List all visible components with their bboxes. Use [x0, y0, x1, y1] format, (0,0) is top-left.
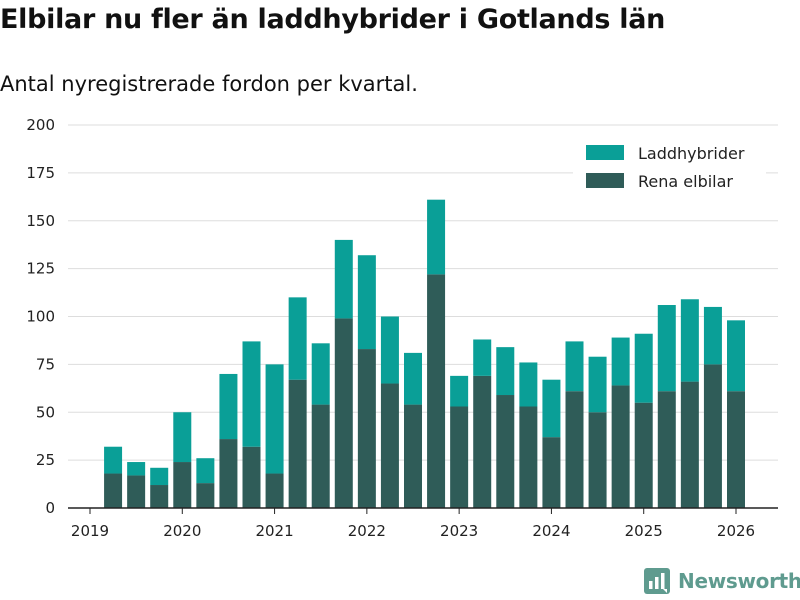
bar-rena-elbilar: [311, 404, 330, 508]
newsworthy-logo-icon: [644, 568, 670, 594]
bar-laddhybrider: [219, 373, 238, 440]
bar-laddhybrider: [357, 255, 376, 350]
bar-rena-elbilar: [657, 391, 676, 508]
y-tick-label: 75: [36, 355, 55, 373]
bars: [104, 199, 745, 508]
bar-laddhybrider: [473, 339, 492, 376]
bar-rena-elbilar: [357, 349, 376, 508]
bar-laddhybrider: [150, 467, 169, 486]
bar-laddhybrider: [542, 379, 561, 438]
bar-rena-elbilar: [334, 318, 353, 508]
bar-rena-elbilar: [588, 412, 607, 508]
bar-rena-elbilar: [427, 274, 446, 508]
bar-rena-elbilar: [242, 446, 261, 508]
bar-laddhybrider: [404, 352, 422, 405]
y-tick-label: 0: [45, 499, 55, 517]
bar-laddhybrider: [634, 333, 653, 403]
bar-rena-elbilar: [380, 383, 399, 508]
bar-rena-elbilar: [404, 404, 422, 508]
legend-label: Laddhybrider: [638, 144, 745, 163]
x-tick-label: 2025: [625, 522, 663, 540]
bar-laddhybrider: [680, 299, 699, 382]
bar-laddhybrider: [611, 337, 630, 386]
x-tick-label: 2022: [348, 522, 386, 540]
legend-swatch: [586, 145, 624, 160]
bar-laddhybrider: [703, 306, 722, 365]
y-tick-label: 125: [26, 260, 55, 278]
brand-name: Newsworthy: [678, 569, 800, 593]
bar-laddhybrider: [242, 341, 261, 447]
bar-laddhybrider: [196, 458, 215, 484]
y-tick-label: 200: [26, 116, 55, 134]
legend: Laddhybrider Rena elbilar: [573, 138, 766, 200]
bar-rena-elbilar: [196, 483, 215, 508]
bar-laddhybrider: [380, 316, 399, 384]
x-tick-label: 2020: [163, 522, 201, 540]
y-axis: 0 25 50 75 100 125 150 175 200: [26, 116, 55, 517]
bar-rena-elbilar: [703, 364, 722, 508]
chart-title: Elbilar nu fler än laddhybrider i Gotlan…: [0, 4, 666, 35]
bar-rena-elbilar: [450, 406, 469, 508]
brand: Newsworthy: [644, 568, 800, 594]
x-tick-label: 2024: [532, 522, 570, 540]
bar-rena-elbilar: [104, 473, 123, 508]
x-tick-label: 2026: [717, 522, 755, 540]
bar-laddhybrider: [727, 320, 745, 392]
bar-laddhybrider: [127, 462, 146, 476]
bar-rena-elbilar: [127, 475, 146, 508]
y-tick-label: 25: [36, 451, 55, 469]
bar-rena-elbilar: [173, 462, 192, 508]
bar-rena-elbilar: [519, 406, 538, 508]
bar-laddhybrider: [104, 446, 123, 474]
x-axis: 2019 2020 2021 2022 2023 2024 2025 2026: [68, 507, 778, 540]
y-tick-label: 150: [26, 212, 55, 230]
bar-rena-elbilar: [219, 439, 238, 508]
y-tick-label: 50: [36, 403, 55, 421]
bar-laddhybrider: [496, 347, 515, 396]
bar-rena-elbilar: [496, 395, 515, 508]
y-tick-label: 100: [26, 308, 55, 326]
chart-subtitle: Antal nyregistrerade fordon per kvartal.: [0, 72, 418, 96]
x-tick-label: 2023: [440, 522, 478, 540]
bar-rena-elbilar: [727, 391, 745, 508]
bar-laddhybrider: [311, 343, 330, 405]
legend-label: Rena elbilar: [638, 172, 733, 191]
bar-laddhybrider: [450, 375, 469, 407]
bar-laddhybrider: [288, 297, 307, 380]
bar-rena-elbilar: [565, 391, 584, 508]
bar-laddhybrider: [427, 199, 446, 275]
bar-laddhybrider: [657, 305, 676, 392]
legend-swatch: [586, 173, 624, 188]
x-tick-label: 2019: [71, 522, 109, 540]
bar-rena-elbilar: [634, 402, 653, 508]
bar-rena-elbilar: [288, 379, 307, 508]
bar-rena-elbilar: [680, 381, 699, 508]
y-tick-label: 175: [26, 164, 55, 182]
bar-rena-elbilar: [473, 375, 492, 508]
bar-rena-elbilar: [265, 473, 284, 508]
bar-laddhybrider: [519, 362, 538, 407]
bar-laddhybrider: [334, 239, 353, 319]
bar-laddhybrider: [173, 412, 192, 463]
bar-rena-elbilar: [150, 485, 169, 508]
x-tick-label: 2021: [255, 522, 293, 540]
bar-laddhybrider: [265, 364, 284, 474]
bar-rena-elbilar: [611, 385, 630, 508]
bar-laddhybrider: [588, 356, 607, 413]
bar-rena-elbilar: [542, 437, 561, 508]
bar-laddhybrider: [565, 341, 584, 392]
